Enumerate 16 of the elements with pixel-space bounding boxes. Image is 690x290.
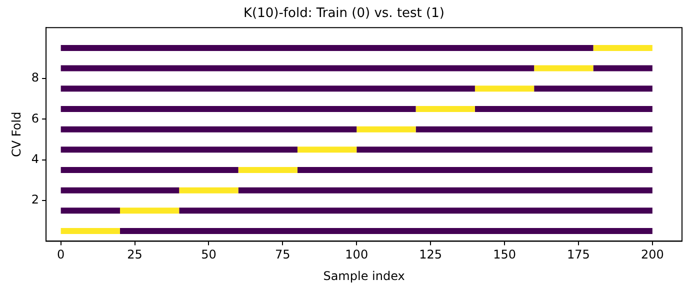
x-tick-label: 125	[419, 248, 442, 262]
chart-title: K(10)-fold: Train (0) vs. test (1)	[244, 6, 444, 22]
x-tick-label: 200	[640, 248, 664, 262]
x-tick-label: 0	[57, 248, 65, 262]
x-tick-label: 175	[567, 248, 590, 262]
x-tick-label: 75	[275, 248, 290, 262]
x-axis-title: Sample index	[323, 268, 405, 283]
x-tick-label: 50	[201, 248, 216, 262]
x-tick-label: 150	[493, 248, 516, 262]
y-tick-label: 2	[31, 192, 40, 207]
x-tick-label: 100	[345, 248, 368, 262]
y-tick-label: 8	[31, 70, 40, 85]
y-tick-label: 4	[31, 152, 40, 166]
x-tick-label: 25	[127, 248, 142, 262]
y-tick-label: 6	[31, 111, 40, 126]
y-axis-title: CV Fold	[9, 112, 24, 157]
